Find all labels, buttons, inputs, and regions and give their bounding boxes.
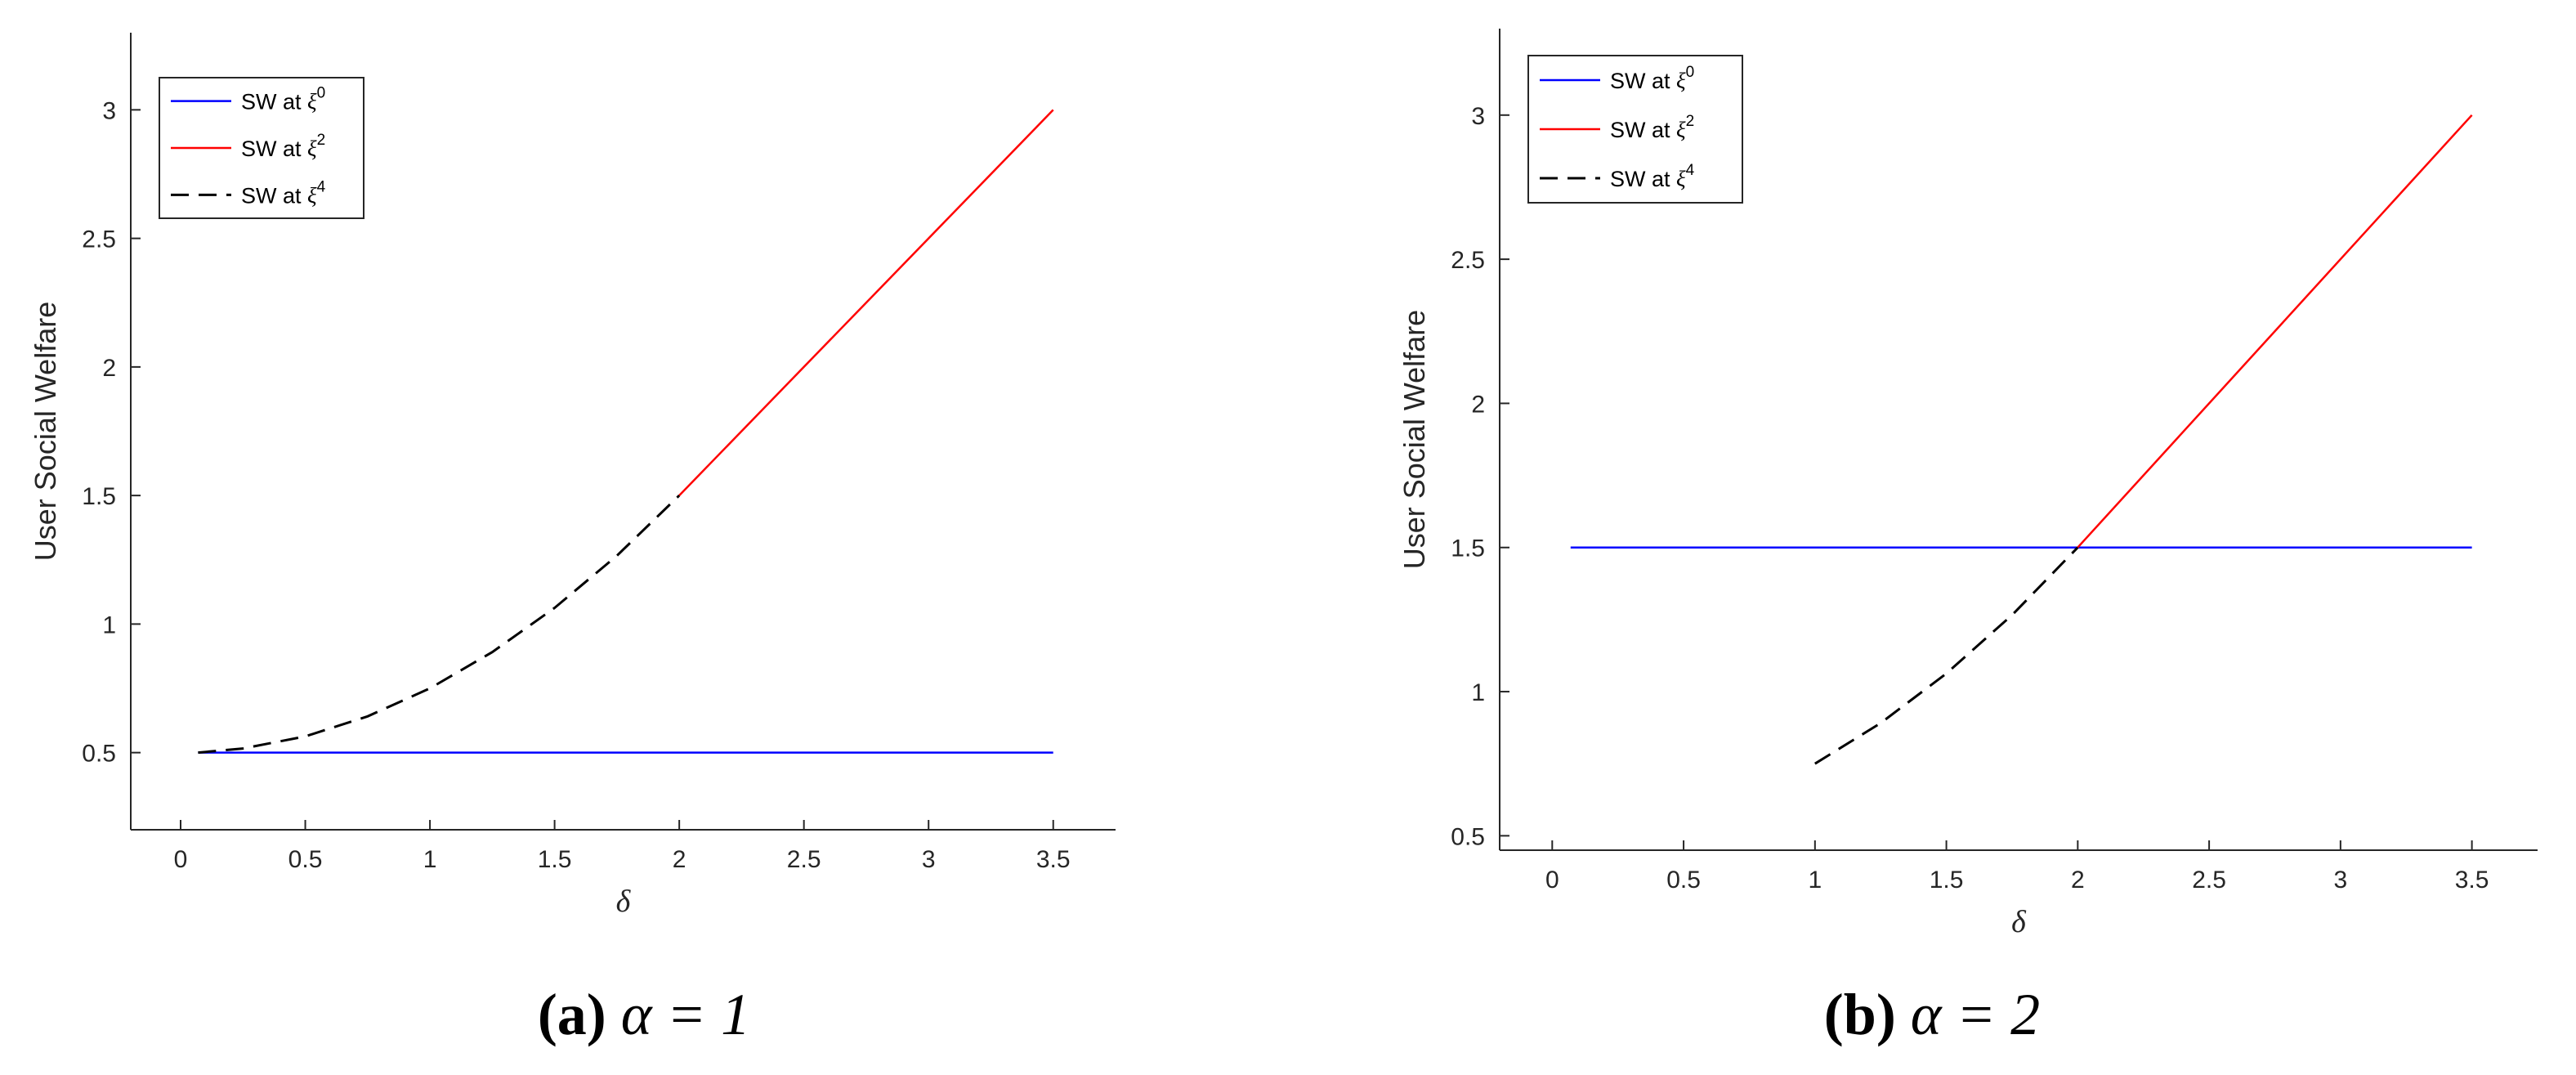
chart-b-x-tick-label: 2	[2071, 867, 2085, 894]
chart-a-series-line-1	[678, 109, 1054, 496]
chart-b-legend-label: SW at ξ4	[1610, 162, 1695, 191]
chart-a-y-axis-label: User Social Welfare	[29, 302, 62, 561]
chart-b-y-tick-label: 2	[1471, 391, 1485, 418]
caption-b: (b) α = 2	[1288, 981, 2576, 1049]
chart-a-legend-label: SW at ξ2	[241, 132, 325, 161]
chart-panel-a: 0 0.5 1 1.5 2 2.5 3 3.5 0.5 1 1.5 2 2.5 3 User Social …	[0, 33, 1288, 1049]
chart-b-y-tick-label: 3	[1471, 103, 1485, 130]
chart-a-x-tick-label: 3.5	[1036, 846, 1071, 873]
chart-b-x-tick-label: 3.5	[2455, 867, 2489, 894]
chart-a-y-tick-label: 3	[102, 97, 116, 124]
chart-a-x-tick-label: 1.5	[538, 846, 572, 873]
chart-a-x-tick-label: 2	[673, 846, 686, 873]
chart-b-x-axis-label: δ	[2011, 905, 2027, 939]
caption-b-math: α = 2	[1910, 982, 2041, 1047]
chart-b-series-line-2	[1814, 546, 2079, 765]
caption-a-label: (a)	[537, 982, 606, 1047]
chart-b-series-line-1	[2077, 114, 2473, 549]
chart-b-plot: 0 0.5 1 1.5 2 2.5 3 3.5 0.5 1 1.5 2 2.5 3 User Social …	[1398, 29, 2538, 939]
chart-b-legend-label: SW at ξ2	[1610, 113, 1694, 142]
chart-b-x-tick-label: 1.5	[1930, 867, 1964, 894]
chart-a-x-tick-label: 0	[174, 846, 188, 873]
chart-a-y-tick-label: 2.5	[82, 226, 116, 253]
chart-b-x-tick-label: 1	[1808, 867, 1822, 894]
chart-a-y-tick-label: 1	[102, 611, 116, 638]
chart-a-x-axis-label: δ	[616, 885, 632, 919]
chart-a-x-tick-label: 3	[922, 846, 936, 873]
chart-a-x-tick-label: 1	[423, 846, 437, 873]
chart-a-y-tick-label: 2	[102, 355, 116, 382]
chart-a-series-line-2	[198, 495, 681, 755]
chart-b-x-tick-label: 0.5	[1666, 867, 1701, 894]
chart-b-y-tick-label: 1.5	[1451, 535, 1485, 562]
chart-a-legend-label: SW at ξ4	[241, 178, 326, 208]
chart-b-legend-label: SW at ξ0	[1610, 64, 1694, 93]
chart-a-y-tick-label: 0.5	[82, 741, 116, 768]
chart-b-x-tick-label: 0	[1545, 867, 1559, 894]
caption-b-label: (b)	[1823, 982, 1896, 1047]
chart-a-x-tick-label: 0.5	[288, 846, 323, 873]
chart-b-y-tick-label: 2.5	[1451, 247, 1485, 274]
chart-b-y-axis-label: User Social Welfare	[1398, 310, 1431, 569]
chart-panel-b: 0 0.5 1 1.5 2 2.5 3 3.5 0.5 1 1.5 2 2.5 3 User Social …	[1288, 0, 2576, 1075]
chart-a-legend-label: SW at ξ0	[241, 85, 325, 114]
chart-b-y-tick-label: 1	[1471, 679, 1485, 706]
chart-b-x-tick-label: 2.5	[2192, 867, 2226, 894]
chart-a-x-tick-label: 2.5	[787, 846, 821, 873]
caption-a: (a) α = 1	[0, 981, 1288, 1049]
chart-a-plot: 0 0.5 1 1.5 2 2.5 3 3.5 0.5 1 1.5 2 2.5 3 User Social …	[29, 33, 1116, 919]
chart-b-x-tick-label: 3	[2334, 867, 2348, 894]
caption-a-math: α = 1	[620, 982, 751, 1047]
chart-a-y-tick-label: 1.5	[82, 483, 116, 510]
chart-b-y-tick-label: 0.5	[1451, 823, 1485, 850]
